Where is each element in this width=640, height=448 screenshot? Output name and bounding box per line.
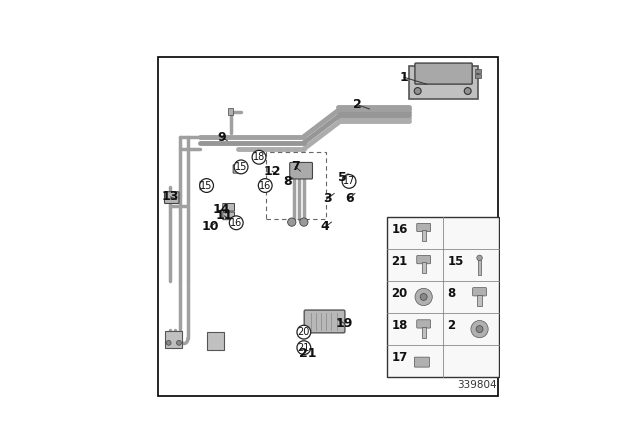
Text: 10: 10	[201, 220, 219, 233]
Circle shape	[414, 87, 421, 95]
FancyBboxPatch shape	[473, 288, 486, 296]
Circle shape	[252, 151, 266, 164]
FancyBboxPatch shape	[207, 332, 224, 350]
Text: 12: 12	[264, 164, 281, 177]
FancyBboxPatch shape	[223, 212, 234, 220]
FancyBboxPatch shape	[417, 224, 431, 232]
Text: 2: 2	[353, 98, 362, 111]
Text: 20: 20	[392, 287, 408, 300]
FancyBboxPatch shape	[200, 181, 211, 190]
Circle shape	[471, 320, 488, 338]
Text: 16: 16	[230, 218, 243, 228]
Text: 17: 17	[343, 177, 355, 186]
FancyBboxPatch shape	[228, 108, 234, 115]
Text: 15: 15	[447, 255, 464, 268]
FancyBboxPatch shape	[417, 255, 431, 264]
Text: 4: 4	[321, 220, 330, 233]
Text: 6: 6	[345, 192, 354, 205]
Circle shape	[229, 216, 243, 230]
Text: 13: 13	[162, 190, 179, 203]
FancyBboxPatch shape	[165, 331, 182, 348]
Text: 8: 8	[283, 175, 292, 188]
FancyBboxPatch shape	[223, 203, 234, 211]
Text: 5: 5	[338, 172, 347, 185]
FancyBboxPatch shape	[414, 357, 429, 367]
Circle shape	[200, 179, 214, 193]
Text: 20: 20	[298, 327, 310, 337]
Circle shape	[177, 340, 181, 345]
Bar	[422, 263, 426, 273]
Circle shape	[297, 325, 311, 339]
Text: 21: 21	[298, 347, 316, 360]
Text: 8: 8	[447, 287, 456, 300]
Text: 16: 16	[392, 223, 408, 236]
Text: 1: 1	[399, 71, 408, 84]
Circle shape	[166, 340, 171, 345]
Bar	[475, 74, 481, 78]
FancyBboxPatch shape	[290, 163, 312, 179]
Circle shape	[287, 218, 296, 226]
Text: 339804: 339804	[457, 380, 497, 390]
Bar	[387, 216, 499, 377]
Text: 14: 14	[212, 203, 230, 216]
Bar	[422, 230, 426, 241]
Bar	[478, 258, 481, 275]
Text: 21: 21	[392, 255, 408, 268]
Text: 18: 18	[253, 152, 265, 162]
Bar	[475, 69, 481, 73]
FancyBboxPatch shape	[164, 192, 179, 203]
Text: 9: 9	[218, 131, 226, 144]
Circle shape	[234, 160, 248, 174]
Bar	[422, 327, 426, 338]
FancyBboxPatch shape	[409, 66, 478, 99]
Text: 2: 2	[447, 319, 456, 332]
Text: 19: 19	[336, 317, 353, 330]
Text: 21: 21	[298, 343, 310, 353]
Circle shape	[297, 341, 311, 354]
Text: 15: 15	[200, 181, 212, 190]
Circle shape	[342, 174, 356, 188]
Text: 18: 18	[392, 319, 408, 332]
Circle shape	[476, 326, 483, 332]
FancyBboxPatch shape	[415, 63, 472, 84]
Text: 3: 3	[323, 192, 332, 205]
FancyBboxPatch shape	[233, 165, 243, 173]
FancyBboxPatch shape	[304, 310, 345, 333]
Bar	[266, 152, 326, 220]
Circle shape	[259, 179, 272, 193]
Circle shape	[420, 293, 427, 301]
Text: 17: 17	[392, 351, 408, 364]
Text: 7: 7	[291, 160, 300, 173]
Text: 11: 11	[216, 209, 233, 222]
Circle shape	[300, 218, 308, 226]
Circle shape	[477, 255, 483, 261]
Text: 15: 15	[235, 162, 247, 172]
FancyBboxPatch shape	[417, 320, 431, 328]
Text: 16: 16	[259, 181, 271, 190]
Circle shape	[415, 289, 432, 306]
Bar	[477, 294, 482, 306]
Circle shape	[464, 87, 471, 95]
